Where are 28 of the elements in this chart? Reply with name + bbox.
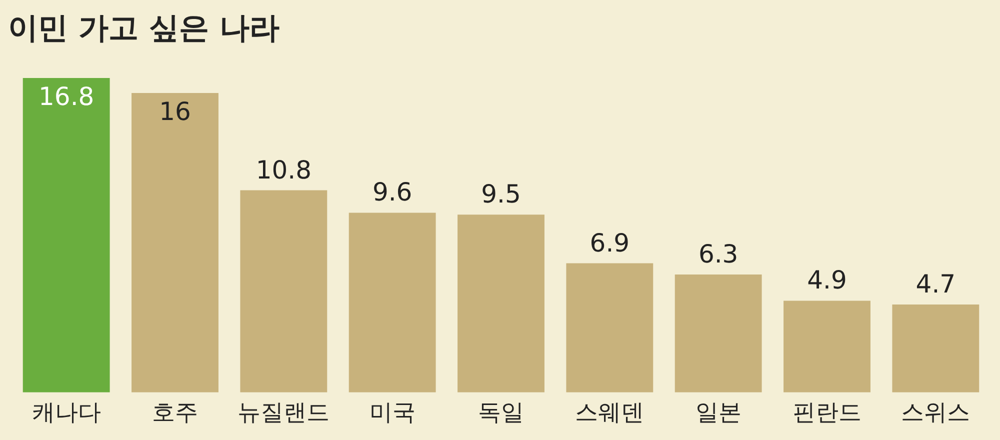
x-tick-label: 캐나다 [32, 400, 101, 426]
bar [566, 263, 654, 392]
bar [240, 190, 328, 392]
bar [22, 78, 110, 392]
data-label: 6.9 [590, 228, 630, 258]
data-label: 9.5 [481, 180, 521, 209]
data-label: 6.3 [698, 240, 738, 268]
data-label: 4.9 [807, 266, 847, 295]
data-label: 16 [159, 96, 191, 126]
bar [458, 214, 544, 392]
x-tick-label: 스위스 [901, 400, 970, 426]
data-label: 10.8 [256, 155, 312, 184]
x-tick-label: 독일 [478, 400, 524, 426]
x-tick-label: 일본 [695, 400, 742, 426]
data-label: 4.7 [916, 269, 956, 298]
x-tick-label: 호주 [152, 400, 198, 426]
x-tick-label: 스웨덴 [575, 400, 644, 426]
bar [784, 300, 870, 392]
chart-title: 이민 가고 싶은 나라 [8, 10, 280, 48]
x-tick-label: 뉴질랜드 [238, 400, 330, 426]
bar [674, 274, 762, 392]
bar [348, 212, 436, 392]
x-tick-label: 핀란드 [792, 400, 862, 426]
data-label: 16.8 [38, 82, 94, 111]
bar [892, 304, 980, 392]
x-tick-label: 미국 [369, 400, 416, 426]
bar [132, 92, 218, 392]
data-label: 9.6 [372, 178, 412, 207]
